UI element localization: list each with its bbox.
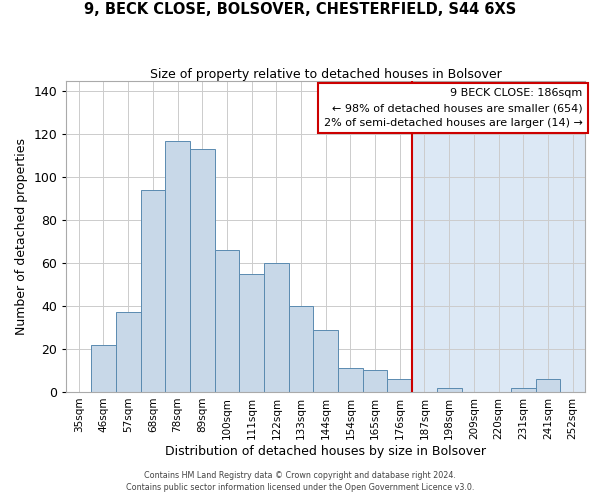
Bar	[215, 250, 239, 392]
Bar	[363, 370, 388, 392]
Bar	[388, 379, 412, 392]
Bar	[91, 344, 116, 392]
Text: 9 BECK CLOSE: 186sqm
← 98% of detached houses are smaller (654)
2% of semi-detac: 9 BECK CLOSE: 186sqm ← 98% of detached h…	[323, 88, 583, 128]
Bar	[437, 388, 461, 392]
Title: Size of property relative to detached houses in Bolsover: Size of property relative to detached ho…	[150, 68, 502, 80]
Bar	[190, 149, 215, 392]
Bar	[264, 263, 289, 392]
Bar	[412, 80, 585, 392]
Bar	[536, 379, 560, 392]
Bar	[239, 274, 264, 392]
Bar	[140, 190, 165, 392]
Bar	[313, 330, 338, 392]
Bar	[289, 306, 313, 392]
Text: Contains HM Land Registry data © Crown copyright and database right 2024.
Contai: Contains HM Land Registry data © Crown c…	[126, 471, 474, 492]
Bar	[116, 312, 140, 392]
X-axis label: Distribution of detached houses by size in Bolsover: Distribution of detached houses by size …	[165, 444, 486, 458]
Y-axis label: Number of detached properties: Number of detached properties	[15, 138, 28, 334]
Text: 9, BECK CLOSE, BOLSOVER, CHESTERFIELD, S44 6XS: 9, BECK CLOSE, BOLSOVER, CHESTERFIELD, S…	[84, 2, 516, 18]
Bar	[165, 140, 190, 392]
Bar	[511, 388, 536, 392]
Bar	[338, 368, 363, 392]
